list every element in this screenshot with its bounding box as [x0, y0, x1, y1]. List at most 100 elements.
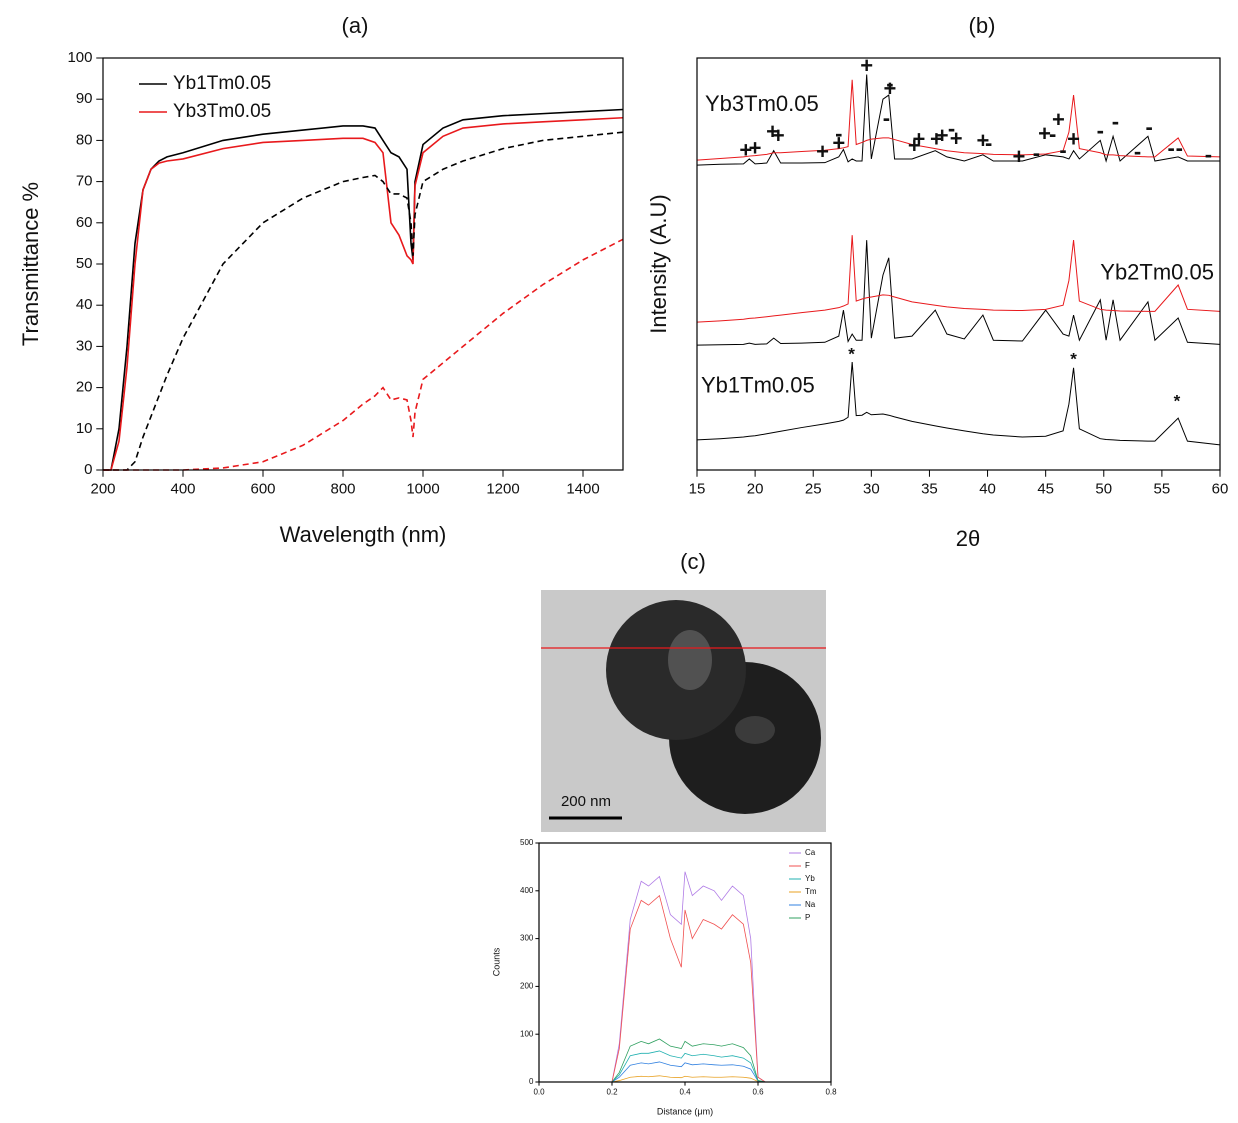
- series-line: [696, 362, 1221, 446]
- x-tick-label: 1200: [486, 480, 519, 497]
- scale-bar-label: 200 nm: [561, 793, 611, 810]
- plot-frame: [102, 57, 624, 471]
- x-tick-label: 1000: [406, 480, 439, 497]
- y-axis-label: Intensity (A.U): [646, 194, 671, 333]
- peak-marker: -: [1112, 109, 1119, 134]
- series-line: [539, 1038, 831, 1083]
- y-tick-label: 80: [76, 131, 93, 148]
- x-axis-label: 2θ: [956, 526, 980, 551]
- panel-title: (c): [680, 549, 706, 574]
- peak-marker: +: [950, 126, 963, 151]
- x-tick-label: 0.6: [752, 1088, 764, 1097]
- legend-label: Ca: [805, 848, 816, 857]
- peak-marker: +: [772, 123, 785, 148]
- particle-texture: [735, 716, 775, 744]
- peak-marker: +: [832, 131, 845, 156]
- peak-marker: +: [930, 127, 943, 152]
- y-tick-label: 20: [76, 379, 93, 396]
- y-tick-label: 500: [520, 838, 534, 847]
- x-tick-label: 600: [250, 480, 275, 497]
- series-line: [696, 240, 1221, 346]
- peak-marker: +: [766, 119, 779, 144]
- peak-marker: -: [985, 131, 992, 156]
- legend-label: P: [805, 913, 810, 922]
- series-line: [103, 238, 624, 471]
- peak-marker: -: [1049, 122, 1056, 147]
- y-tick-label: 30: [76, 337, 93, 354]
- x-tick-label: 50: [1095, 480, 1112, 497]
- y-tick-label: 60: [76, 214, 93, 231]
- x-axis-label: Distance (μm): [657, 1106, 713, 1116]
- peak-marker: +: [739, 138, 752, 163]
- y-tick-label: 300: [520, 934, 534, 943]
- peak-marker: +: [908, 133, 921, 158]
- series-line: [539, 871, 831, 1083]
- peak-marker: +: [816, 139, 829, 164]
- group-label: Yb3Tm0.05: [705, 91, 819, 116]
- peak-marker: *: [1174, 392, 1181, 411]
- peak-marker: +: [1052, 107, 1065, 132]
- peak-marker: -: [948, 116, 955, 141]
- y-tick-label: 400: [520, 886, 534, 895]
- series-line: [539, 1075, 831, 1083]
- peak-marker: -: [1205, 142, 1212, 167]
- y-tick-label: 100: [67, 49, 92, 66]
- peak-marker: +: [913, 127, 926, 152]
- series-line: [103, 108, 624, 471]
- y-axis-label: Transmittance %: [18, 182, 43, 346]
- plot-frame: [696, 57, 1221, 471]
- plot-frame: [538, 842, 832, 1083]
- peak-marker: *: [848, 345, 855, 364]
- y-tick-label: 90: [76, 90, 93, 107]
- series-line: [696, 79, 1221, 161]
- legend-label: Yb3Tm0.05: [173, 101, 271, 122]
- group-label: Yb2Tm0.05: [1100, 259, 1214, 284]
- x-tick-label: 35: [921, 480, 938, 497]
- peak-marker: -: [835, 121, 842, 146]
- x-tick-label: 0.4: [679, 1088, 691, 1097]
- series-line: [696, 74, 1220, 166]
- peak-marker: -: [1059, 138, 1066, 163]
- peak-marker: +: [860, 53, 873, 78]
- x-tick-label: 15: [689, 480, 706, 497]
- x-tick-label: 55: [1154, 480, 1171, 497]
- peak-marker: +: [1013, 144, 1026, 169]
- x-tick-label: 0.8: [825, 1088, 837, 1097]
- y-tick-label: 200: [520, 982, 534, 991]
- peak-marker: -: [886, 71, 893, 96]
- x-tick-label: 200: [90, 480, 115, 497]
- peak-marker: -: [1176, 136, 1183, 161]
- x-tick-label: 25: [805, 480, 822, 497]
- particle-texture: [668, 630, 712, 690]
- series-line: [103, 131, 624, 471]
- peak-marker: +: [936, 123, 949, 148]
- series-line: [103, 116, 624, 471]
- x-axis-label: Wavelength (nm): [280, 522, 447, 547]
- x-tick-label: 0.2: [606, 1088, 618, 1097]
- legend-label: F: [805, 861, 810, 870]
- x-tick-label: 40: [979, 480, 996, 497]
- legend-label: Na: [805, 900, 816, 909]
- series-line: [696, 235, 1221, 323]
- y-tick-label: 70: [76, 173, 93, 190]
- y-tick-label: 100: [520, 1029, 534, 1038]
- x-tick-label: 45: [1037, 480, 1054, 497]
- peak-marker: +: [883, 76, 896, 101]
- peak-marker: *: [1070, 349, 1077, 368]
- y-axis-label: Counts: [491, 947, 501, 976]
- panel-title: (a): [342, 13, 369, 38]
- x-tick-label: 400: [170, 480, 195, 497]
- peak-marker: -: [883, 106, 890, 131]
- y-tick-label: 0: [529, 1077, 534, 1086]
- y-tick-label: 0: [84, 461, 92, 478]
- panel-title: (b): [969, 13, 996, 38]
- legend-label: Yb1Tm0.05: [173, 73, 271, 94]
- peak-marker: +: [1038, 121, 1051, 146]
- group-label: Yb1Tm0.05: [701, 373, 815, 398]
- x-tick-label: 1400: [566, 480, 599, 497]
- peak-marker: -: [1168, 136, 1175, 161]
- peak-marker: +: [1067, 127, 1080, 152]
- peak-marker: -: [1134, 139, 1141, 164]
- series-line: [539, 1061, 831, 1083]
